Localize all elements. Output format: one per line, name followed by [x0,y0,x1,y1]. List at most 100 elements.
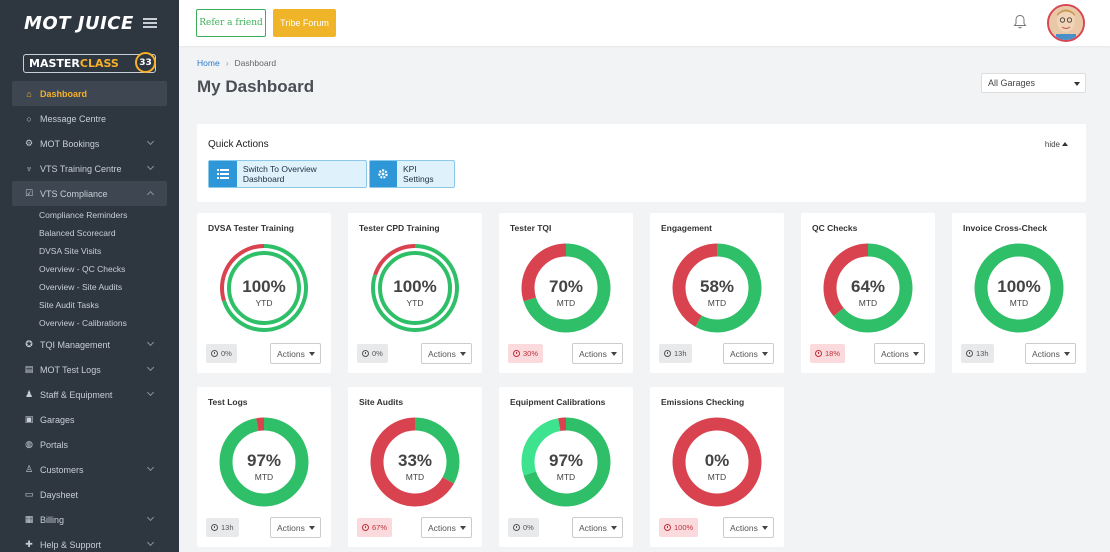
kpi-actions-dropdown[interactable]: Actions [723,343,774,364]
sidebar-item-portals[interactable]: ◍ Portals [0,432,179,457]
kpi-percentage: 0% [704,451,730,470]
actions-label: Actions [277,348,305,359]
sidebar-item-daysheet[interactable]: ▭ Daysheet [0,482,179,507]
chevron-icon [146,137,155,146]
kpi-percentage: 97% [246,451,282,470]
quick-actions-panel: Quick Actions hide Switch To Overview Da… [197,124,1086,202]
sidebar-subitem[interactable]: Site Audit Tasks [39,300,99,310]
actions-label: Actions [1032,348,1060,359]
kpi-actions-dropdown[interactable]: Actions [421,343,472,364]
switch-overview-label: Switch To Overview Dashboard [242,164,317,184]
breadcrumb-separator-icon: › [225,58,229,68]
caret-down-icon [1074,82,1080,86]
switch-overview-button[interactable]: Switch To Overview Dashboard [208,160,367,188]
kpi-donut-chart [672,417,762,507]
sidebar-item-dashboard[interactable]: ⌂ Dashboard [12,81,167,106]
sidebar-item-label: VTS Training Centre [40,163,122,174]
kpi-card-title: QC Checks [812,223,858,233]
sidebar-item-message-centre[interactable]: ○ Message Centre [0,106,179,131]
sidebar-subitem[interactable]: Overview - QC Checks [39,264,126,274]
checkbox-icon: ☑ [24,188,34,198]
sidebar-item-label: Billing [40,514,65,525]
masterclass-label-a: MASTER [29,57,80,70]
kpi-donut-chart [371,244,459,332]
garage-select-value: All Garages [988,78,1036,88]
tribe-forum-button[interactable]: Tribe Forum [273,9,336,37]
chevron-icon [146,338,155,347]
kpi-period: MTD [858,298,878,308]
kpi-card-site-audits: Site Audits 33% MTD 67% Actions [348,387,482,547]
kpi-percentage: 97% [548,451,584,470]
caret-down-icon [309,352,315,356]
actions-label: Actions [730,522,758,533]
masterclass-row: MASTER CLASS 33 [0,46,179,73]
gear-icon [370,161,397,187]
kpi-actions-dropdown[interactable]: Actions [572,343,623,364]
breadcrumb-home-link[interactable]: Home [197,58,220,68]
refer-friend-button[interactable]: Refer a friend [196,9,266,37]
sidebar-item-mot-test-logs[interactable]: ▤ MOT Test Logs [0,357,179,382]
sidebar-item-help-support[interactable]: ✚ Help & Support [0,532,179,552]
kpi-card-dvsa-tester-training: DVSA Tester Training 100% YTD 0% Actions [197,213,331,373]
kpi-badge-text: 100% [674,523,694,532]
donut-inner-green-ring [378,251,452,325]
chevron-icon [146,538,155,547]
kpi-donut-chart [521,243,611,333]
sidebar-item-vts-training-centre[interactable]: ♆ VTS Training Centre [0,156,179,181]
sidebar-subitem[interactable]: DVSA Site Visits [39,246,102,256]
sidebar-item-label: Customers [40,464,84,475]
sidebar-subitem[interactable]: Overview - Site Audits [39,282,123,292]
kpi-donut-chart [521,417,611,507]
kpi-card-title: Test Logs [208,397,248,407]
chevron-icon [146,388,155,397]
kpi-actions-dropdown[interactable]: Actions [1025,343,1076,364]
sidebar-item-staff-equipment[interactable]: ♟ Staff & Equipment [0,382,179,407]
user-avatar[interactable] [1047,4,1085,42]
kpi-card-qc-checks: QC Checks 64% MTD 18% Actions [801,213,935,373]
caret-down-icon [762,526,768,530]
sidebar-subitem[interactable]: Compliance Reminders [39,210,128,220]
garage-select[interactable]: All Garages [981,73,1086,93]
sidebar-item-vts-compliance[interactable]: ☑ VTS Compliance [12,181,167,206]
kpi-badge-text: 67% [372,523,388,532]
kpi-actions-dropdown[interactable]: Actions [421,517,472,538]
kpi-actions-dropdown[interactable]: Actions [572,517,623,538]
sidebar-item-label: Daysheet [40,489,79,500]
kpi-settings-label: KPI Settings [402,164,434,184]
sidebar-item-tqi-management[interactable]: ✪ TQI Management [0,332,179,357]
breadcrumb-current: Dashboard [234,58,277,68]
chat-icon: ○ [26,113,32,124]
clock-icon [211,524,218,531]
sidebar-item-garages[interactable]: ▣ Garages [0,407,179,432]
menu-toggle-icon[interactable] [143,18,157,28]
chevron-icon [146,513,155,522]
garage-icon: ▣ [24,414,34,424]
kpi-card-invoice-cross-check: Invoice Cross-Check 100% MTD 13h Actions [952,213,1086,373]
kpi-status-badge: 0% [206,344,237,363]
clock-icon [513,524,520,531]
kpi-card-tester-cpd-training: Tester CPD Training 100% YTD 0% Actions [348,213,482,373]
quick-actions-hide-toggle[interactable]: hide [1045,140,1068,149]
sidebar-item-mot-bookings[interactable]: ⚙ MOT Bookings [0,131,179,156]
kpi-actions-dropdown[interactable]: Actions [723,517,774,538]
kpi-card-equipment-calibrations: Equipment Calibrations 97% MTD 0% Actions [499,387,633,547]
kpi-actions-dropdown[interactable]: Actions [874,343,925,364]
kpi-actions-dropdown[interactable]: Actions [270,343,321,364]
kpi-percentage: 33% [397,451,433,470]
kpi-actions-dropdown[interactable]: Actions [270,517,321,538]
kpi-percentage: 64% [850,277,886,296]
sidebar-subitem[interactable]: Overview - Calibrations [39,318,127,328]
sidebar-item-label: Help & Support [40,539,102,550]
donut-inner-green-ring [227,251,301,325]
sidebar-subitem[interactable]: Balanced Scorecard [39,228,116,238]
app-logo[interactable]: MOT JUICE [24,12,134,34]
sidebar-item-customers[interactable]: ♙ Customers [0,457,179,482]
caret-down-icon [913,352,919,356]
kpi-donut-chart [219,417,309,507]
sidebar-item-billing[interactable]: ▦ Billing [0,507,179,532]
bell-icon[interactable] [1013,14,1027,30]
kpi-card-test-logs: Test Logs 97% MTD 13h Actions [197,387,331,547]
kpi-badge-text: 0% [523,523,534,532]
kpi-settings-button[interactable]: KPI Settings [369,160,455,188]
masterclass-button[interactable]: MASTER CLASS 33 [23,52,156,73]
